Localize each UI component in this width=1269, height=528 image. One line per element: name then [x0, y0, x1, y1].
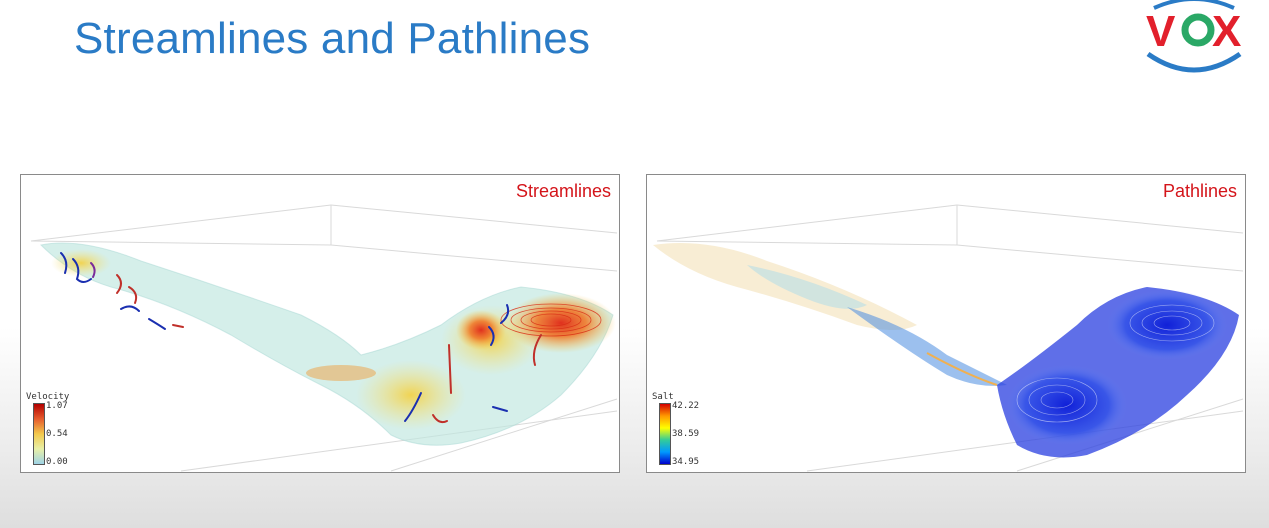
legend-mid: 38.59 — [672, 429, 700, 439]
streamlines-label: Streamlines — [515, 181, 611, 201]
legend-min: 34.95 — [672, 457, 700, 467]
slide-title: Streamlines and Pathlines — [74, 14, 591, 63]
pathlines-panel: Pathlines Salt 42.22 38.59 34.95 — [646, 174, 1246, 473]
vox-logo: V X — [1140, 0, 1248, 74]
pathlines-label: Pathlines — [1162, 181, 1237, 201]
legend-min: 0.00 — [46, 457, 68, 467]
salt-legend: Salt 42.22 38.59 34.95 — [652, 392, 722, 470]
salt-colorbar — [659, 403, 671, 465]
legend-title: Velocity — [26, 392, 70, 402]
legend-max: 1.07 — [46, 401, 68, 411]
streamlines-panel: Streamlines Velocity 1.07 0.54 0.00 — [20, 174, 620, 473]
velocity-colorbar — [33, 403, 45, 465]
legend-mid: 0.54 — [46, 429, 68, 439]
svg-text:X: X — [1212, 7, 1241, 56]
streamlines-visualization — [30, 204, 618, 472]
svg-text:V: V — [1146, 7, 1176, 56]
legend-max: 42.22 — [672, 401, 700, 411]
legend-title: Salt — [652, 392, 674, 402]
velocity-legend: Velocity 1.07 0.54 0.00 — [26, 392, 96, 470]
pathlines-visualization — [653, 204, 1244, 472]
